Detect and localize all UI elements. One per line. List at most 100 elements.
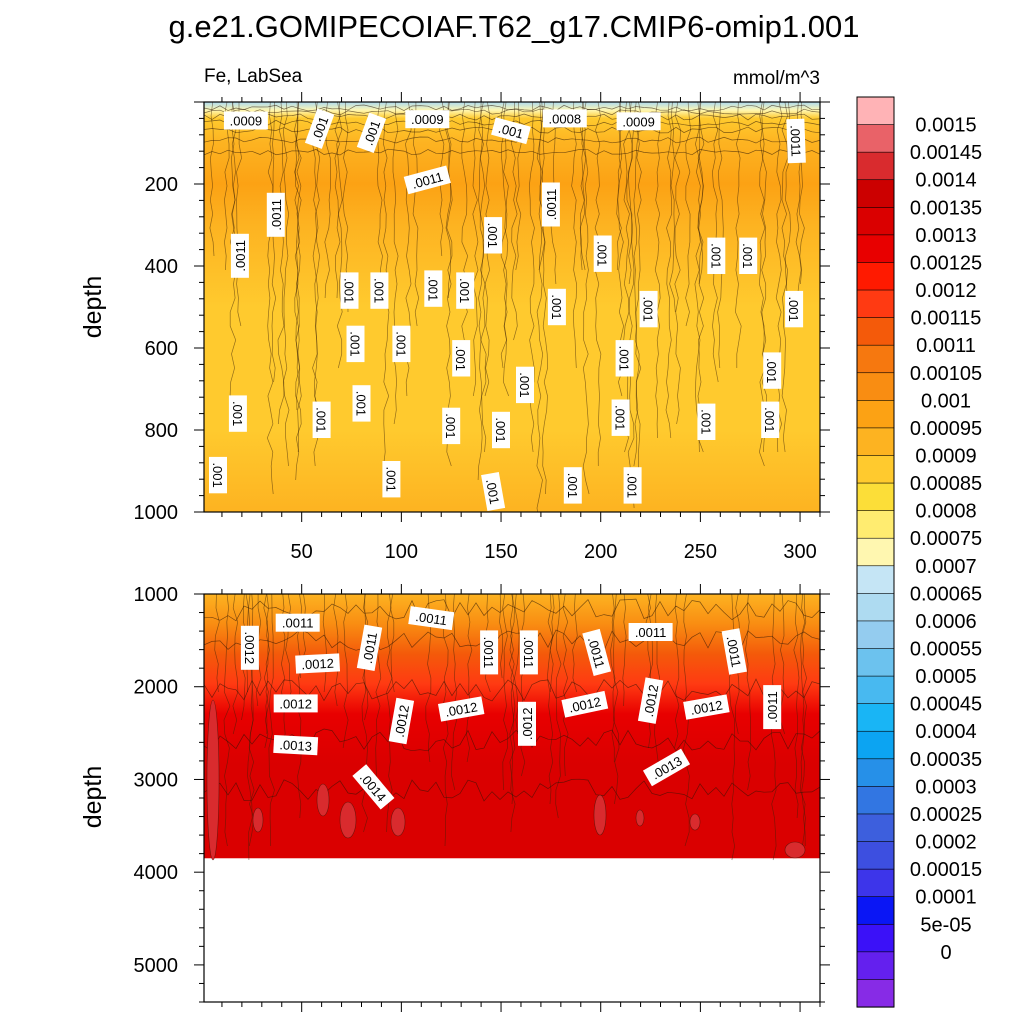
colorbar-swatch (856, 151, 895, 181)
contour-label-box (405, 110, 450, 129)
contour-label-text: .001 (786, 296, 801, 321)
contour-label: .001 (312, 401, 331, 438)
contour-label-text: .001 (354, 391, 369, 416)
contour-line (665, 102, 673, 439)
colorbar-label: 0.00015 (910, 859, 982, 881)
contour-label-text: .001 (371, 278, 386, 303)
contour-label-box (312, 401, 331, 438)
contour-line (645, 594, 651, 693)
contour-label: .0011 (628, 623, 673, 641)
y-tick-label: 3000 (134, 769, 179, 791)
contour-line (697, 102, 704, 285)
contour-label: .001 (304, 108, 335, 149)
contour-label-box (615, 340, 634, 377)
contour-label: .0012 (388, 697, 415, 745)
upper-y-axis-label: depth (79, 276, 107, 339)
contour-line (613, 594, 620, 805)
contour-label-text: .0011 (233, 240, 248, 272)
colorbar-label: 0.00105 (910, 363, 982, 385)
upper-contour-field (204, 102, 820, 512)
contour-line (314, 102, 321, 425)
colorbar-label: 0.0004 (915, 721, 976, 743)
contour-line (674, 594, 680, 749)
contour-label: .001 (452, 340, 471, 377)
contour-label-text: .0011 (521, 637, 536, 669)
contour-label-text: .001 (230, 401, 245, 426)
colorbar-swatch (856, 565, 895, 594)
contour-label-box (352, 385, 371, 422)
y-tick-label: 400 (145, 256, 178, 278)
colorbar-swatch (856, 537, 895, 567)
contour-line (229, 102, 236, 271)
contour-label-box (295, 653, 341, 674)
colorbar-label: 0.00125 (910, 253, 982, 275)
contour-label-text: .0013 (279, 737, 312, 754)
colorbar-swatch (856, 923, 895, 953)
contour-line (572, 594, 578, 693)
contour-line (683, 594, 690, 847)
contour-label-box (519, 630, 538, 675)
colorbar-swatch (856, 675, 895, 705)
contour-label-text: .0011 (269, 199, 284, 231)
contour-label-text: .001 (457, 278, 472, 303)
contour-line (546, 594, 554, 805)
contour-line (538, 102, 546, 271)
contour-label: .001 (346, 325, 365, 363)
contour-label-text: .001 (517, 372, 532, 397)
contour-line (697, 102, 705, 453)
contour-line (479, 102, 487, 453)
contour-label: .001 (340, 272, 359, 309)
colorbar-label: 0.00055 (910, 639, 982, 661)
contour-label-text: .0011 (635, 625, 667, 640)
contour-label: .0011 (480, 630, 499, 675)
x-tick-label: 50 (291, 541, 313, 563)
contour-label: .0009 (223, 111, 268, 130)
contour-region (689, 813, 701, 831)
contour-label: .001 (209, 456, 227, 494)
contour-line (271, 102, 277, 383)
contour-label-text: .001 (565, 473, 580, 498)
contour-line (204, 778, 820, 802)
colorbar-swatch (856, 730, 895, 760)
contour-label-box (785, 290, 804, 328)
colorbar-swatch (856, 317, 895, 346)
contour-line (446, 102, 453, 467)
contour-label: .0008 (542, 109, 587, 128)
contour-label-text: .0008 (549, 111, 582, 126)
contour-label-box (370, 272, 389, 309)
contour-label-text: .0009 (622, 114, 655, 129)
y-tick-label: 600 (145, 338, 178, 360)
contour-label-text: .0011 (788, 125, 804, 157)
contour-label: .0011 (408, 606, 455, 631)
contour-label-box (352, 764, 395, 810)
y-tick-label: 1000 (134, 584, 179, 606)
contour-line (582, 102, 590, 495)
colorbar-frame (856, 96, 895, 1008)
colorbar-swatch (856, 593, 895, 622)
contour-line (633, 102, 640, 467)
colorbar-swatch (856, 703, 895, 732)
contour-label: .001 (547, 288, 566, 326)
contour-label-box (541, 182, 560, 227)
contour-line (209, 102, 215, 257)
colorbar-label: 0.0015 (915, 115, 976, 137)
contour-line (277, 102, 285, 425)
contour-label-text: .001 (314, 407, 329, 432)
contour-line (627, 102, 635, 509)
contour-label-box (356, 112, 387, 153)
contour-line (334, 102, 341, 299)
contour-line (392, 102, 399, 425)
contour-label: .001 (481, 472, 506, 511)
contour-label: .001 (761, 401, 780, 438)
colorbar-swatch (856, 124, 895, 153)
contour-label: .001 (707, 237, 726, 275)
colorbar-label: 0.00145 (910, 142, 982, 164)
contour-line (654, 102, 661, 439)
contour-line (514, 594, 520, 735)
contour-line (204, 136, 820, 144)
colorbar-swatch (856, 289, 895, 319)
contour-label-box (442, 407, 461, 445)
colorbar-swatch (856, 648, 895, 677)
colorbar-label: 5e-05 (920, 914, 971, 936)
contour-label-text: .001 (698, 409, 713, 434)
